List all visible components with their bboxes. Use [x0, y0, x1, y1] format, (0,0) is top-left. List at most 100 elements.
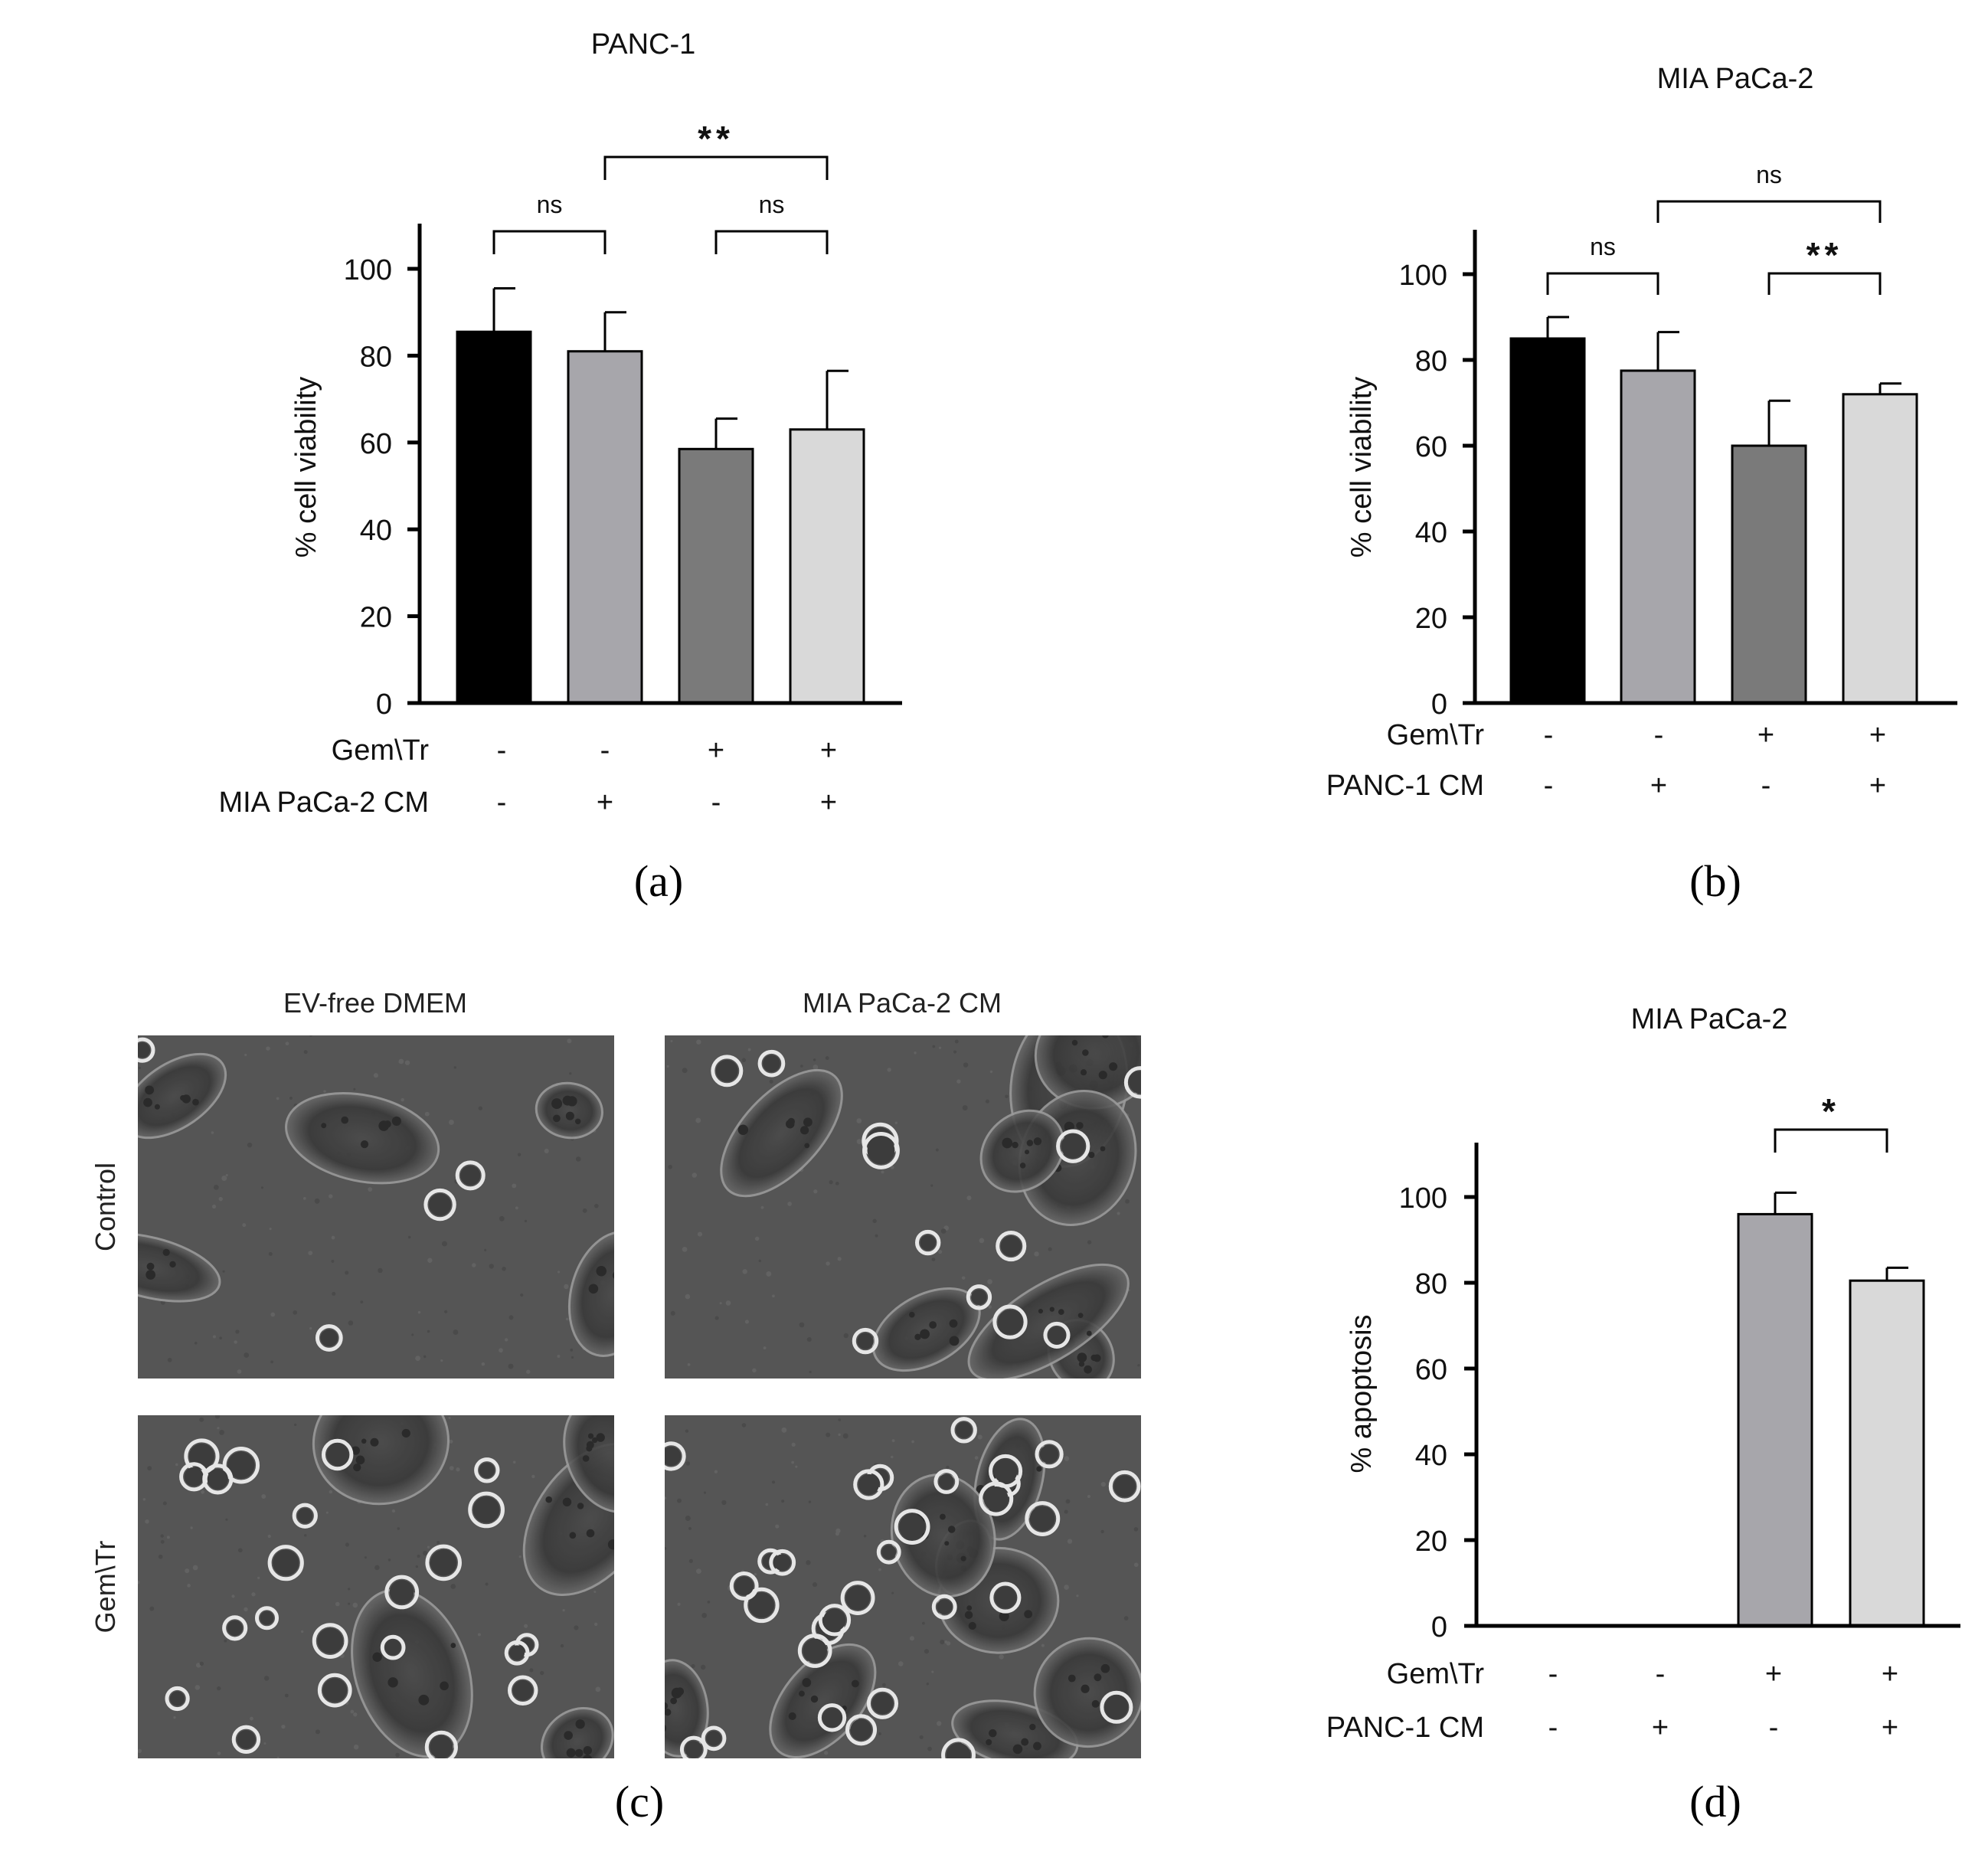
micrograph-control-ev-free-dmem — [138, 1035, 614, 1379]
condition-sign: - — [1544, 719, 1554, 751]
condition-table: Gem\Tr - - + + MIA PaCa-2 CM - + - + — [218, 734, 837, 819]
y-tick-label: 20 — [1415, 1526, 1447, 1558]
y-axis-ticks: 0 20 40 60 80 100 — [344, 254, 420, 721]
condition-sign: - — [1656, 1658, 1666, 1690]
condition-sign: + — [597, 787, 613, 819]
significance-label: ns — [537, 191, 563, 218]
chart-title: MIA PaCa-2 — [1657, 63, 1814, 95]
y-tick-label: 100 — [1399, 1182, 1447, 1215]
row-label-gem-tr: Gem\Tr — [90, 1541, 121, 1634]
bar — [678, 447, 754, 705]
y-axis-label: % apoptosis — [1345, 1314, 1378, 1473]
condition-sign: + — [1765, 1658, 1782, 1690]
y-tick-label: 100 — [344, 254, 392, 286]
y-axis-label: % cell viability — [1345, 377, 1378, 558]
bar — [456, 330, 532, 705]
y-axis-ticks: 0 20 40 60 80 100 — [1399, 1182, 1476, 1643]
y-tick-label: 40 — [1415, 517, 1447, 549]
significance-label: ns — [759, 191, 785, 218]
condition-sign: - — [1548, 1712, 1558, 1744]
condition-table: Gem\Tr - - + + PANC-1 CM - + - + — [1326, 1658, 1898, 1744]
micrograph-panel-c: EV-free DMEM MIA PaCa-2 CM Control Gem\T… — [90, 987, 1141, 1827]
y-tick-label: 60 — [360, 428, 392, 460]
bar — [1509, 337, 1586, 705]
bar-series — [456, 330, 865, 705]
panel-letter: (d) — [1689, 1777, 1741, 1827]
significance-bracket — [1656, 200, 1882, 223]
condition-sign: - — [1548, 1658, 1558, 1690]
bar — [1620, 369, 1696, 705]
y-tick-label: 80 — [1415, 345, 1447, 378]
y-tick-label: 40 — [360, 515, 392, 547]
condition-row-label: PANC-1 CM — [1326, 1712, 1484, 1744]
panel-letter: (a) — [634, 856, 683, 906]
bar — [1849, 1279, 1925, 1627]
y-tick-label: 80 — [360, 341, 392, 373]
condition-sign: - — [600, 734, 610, 767]
condition-row-label: Gem\Tr — [1387, 1658, 1485, 1690]
panel-letter: (c) — [615, 1777, 664, 1827]
significance-label: ns — [1756, 161, 1782, 188]
micrograph-control-mia-paca-2-cm — [665, 1035, 1141, 1379]
panel-letter: (b) — [1689, 856, 1741, 906]
condition-sign: + — [708, 734, 724, 767]
chart-panel-d: MIA PaCa-2 % apoptosis 0 20 40 60 80 100 * Ge… — [1326, 1003, 1960, 1827]
condition-sign: + — [820, 734, 837, 767]
y-axis-label: % cell viability — [290, 377, 322, 558]
column-header-mia-paca-2-cm: MIA PaCa-2 CM — [803, 987, 1002, 1019]
chart-title: PANC-1 — [591, 28, 696, 61]
condition-sign: - — [1654, 719, 1664, 751]
condition-row-label: Gem\Tr — [332, 734, 430, 767]
significance-brackets: ns ** ns — [1546, 161, 1882, 295]
y-axis-ticks: 0 20 40 60 80 100 — [1399, 260, 1475, 721]
error-bars — [1774, 1191, 1908, 1281]
significance-bracket — [714, 230, 829, 254]
y-tick-label: 80 — [1415, 1268, 1447, 1300]
condition-sign: + — [1869, 719, 1886, 751]
y-tick-label: 0 — [1431, 1611, 1447, 1643]
significance-bracket — [1546, 272, 1659, 295]
condition-sign: + — [820, 787, 837, 819]
condition-sign: + — [1652, 1712, 1669, 1744]
significance-label: * — [1822, 1091, 1840, 1131]
condition-sign: + — [1757, 719, 1774, 751]
condition-row-label: Gem\Tr — [1387, 719, 1485, 751]
significance-bracket — [1774, 1128, 1888, 1153]
significance-label: ** — [1807, 235, 1843, 275]
error-bars — [1546, 316, 1901, 446]
bar — [567, 350, 643, 705]
column-header-ev-free-dmem: EV-free DMEM — [283, 987, 467, 1019]
significance-label: ** — [698, 119, 734, 159]
bar-series — [1509, 337, 1918, 705]
condition-sign: + — [1650, 770, 1667, 802]
chart-title: MIA PaCa-2 — [1631, 1003, 1788, 1035]
micrograph-grid — [138, 1035, 1141, 1758]
condition-sign: + — [1882, 1712, 1898, 1744]
significance-label: ns — [1590, 233, 1616, 260]
chart-panel-b: MIA PaCa-2 % cell viability 0 20 40 60 80 100… — [1326, 63, 1957, 906]
significance-bracket — [492, 230, 607, 254]
bar — [1731, 444, 1807, 705]
y-tick-label: 20 — [1415, 603, 1447, 635]
bar — [789, 428, 865, 705]
bar — [1842, 393, 1918, 705]
significance-brackets: * — [1774, 1091, 1888, 1153]
condition-sign: - — [711, 787, 721, 819]
bar-series — [1737, 1212, 1925, 1627]
condition-sign: - — [1544, 770, 1554, 802]
condition-sign: + — [1869, 770, 1886, 802]
y-tick-label: 60 — [1415, 1354, 1447, 1386]
significance-bracket — [603, 155, 829, 180]
condition-sign: - — [497, 734, 507, 767]
micrograph-gem-tr-ev-free-dmem — [138, 1415, 614, 1758]
significance-bracket — [1767, 272, 1882, 295]
error-bars — [492, 287, 848, 450]
bar — [1737, 1212, 1813, 1627]
condition-sign: - — [1761, 770, 1771, 802]
condition-table: Gem\Tr - - + + PANC-1 CM - + - + — [1326, 719, 1886, 802]
y-tick-label: 100 — [1399, 260, 1447, 292]
y-tick-label: 0 — [376, 688, 392, 721]
condition-row-label: PANC-1 CM — [1326, 770, 1484, 802]
